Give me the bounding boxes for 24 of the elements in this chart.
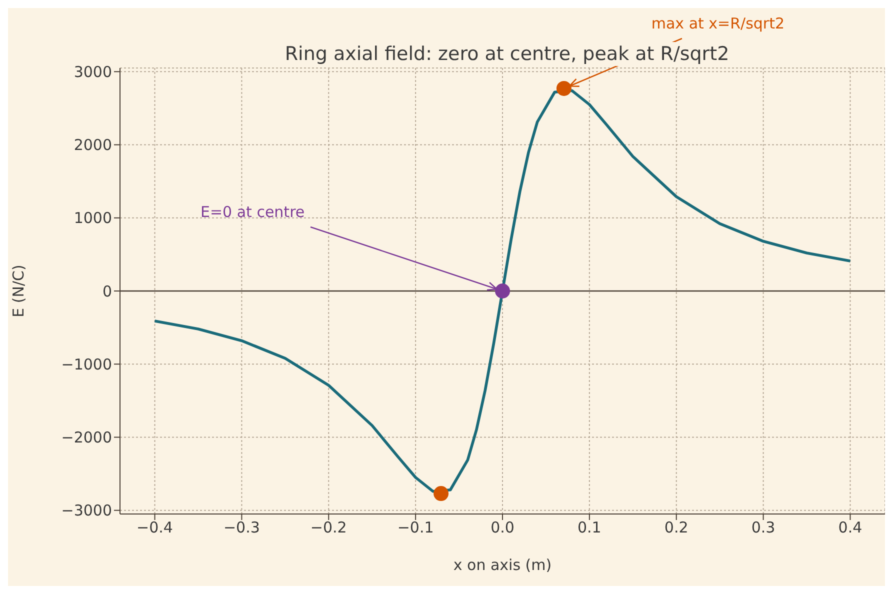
y-axis-title: E (N/C): [9, 264, 28, 318]
x-tick-label: 0.3: [751, 518, 776, 537]
x-tick-label: 0.2: [664, 518, 688, 537]
x-tick-label: 0.1: [578, 518, 602, 537]
point: [556, 80, 572, 96]
annotation: max at x=R/sqrt2: [651, 14, 785, 32]
x-tick-label: −0.2: [310, 518, 347, 537]
y-tick-label: −1000: [61, 355, 112, 374]
y-tick-label: 1000: [74, 209, 112, 228]
point: [434, 486, 449, 502]
y-tick-label: 0: [102, 282, 112, 300]
y-tick-label: 2000: [74, 136, 112, 154]
x-tick-label: −0.1: [397, 518, 434, 537]
chart-title: Ring axial field: zero at centre, peak at R/sqrt2: [280, 42, 734, 66]
x-tick-label: 0.0: [490, 518, 514, 537]
x-tick-label: −0.3: [223, 518, 260, 537]
point: [495, 284, 510, 298]
x-tick-label: −0.4: [136, 518, 173, 537]
x-tick-label: 0.4: [838, 518, 862, 537]
x-axis-title: x on axis (m): [453, 556, 552, 574]
y-tick-label: −3000: [61, 502, 112, 520]
annotation: E=0 at centre: [200, 203, 305, 221]
y-tick-label: 3000: [74, 62, 112, 81]
y-tick-label: −2000: [61, 428, 112, 447]
